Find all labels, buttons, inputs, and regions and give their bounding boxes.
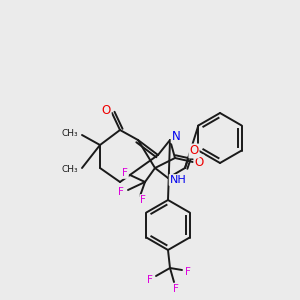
Text: NH: NH [169, 175, 186, 185]
Text: O: O [194, 155, 204, 169]
Text: F: F [185, 267, 191, 277]
Text: CH₃: CH₃ [61, 130, 78, 139]
Text: N: N [172, 130, 180, 142]
Text: CH₃: CH₃ [61, 164, 78, 173]
Text: F: F [118, 187, 124, 197]
Text: O: O [189, 145, 199, 158]
Text: F: F [173, 284, 179, 294]
Text: F: F [140, 195, 146, 205]
Text: F: F [147, 275, 153, 285]
Text: F: F [122, 168, 128, 178]
Text: O: O [101, 104, 111, 118]
